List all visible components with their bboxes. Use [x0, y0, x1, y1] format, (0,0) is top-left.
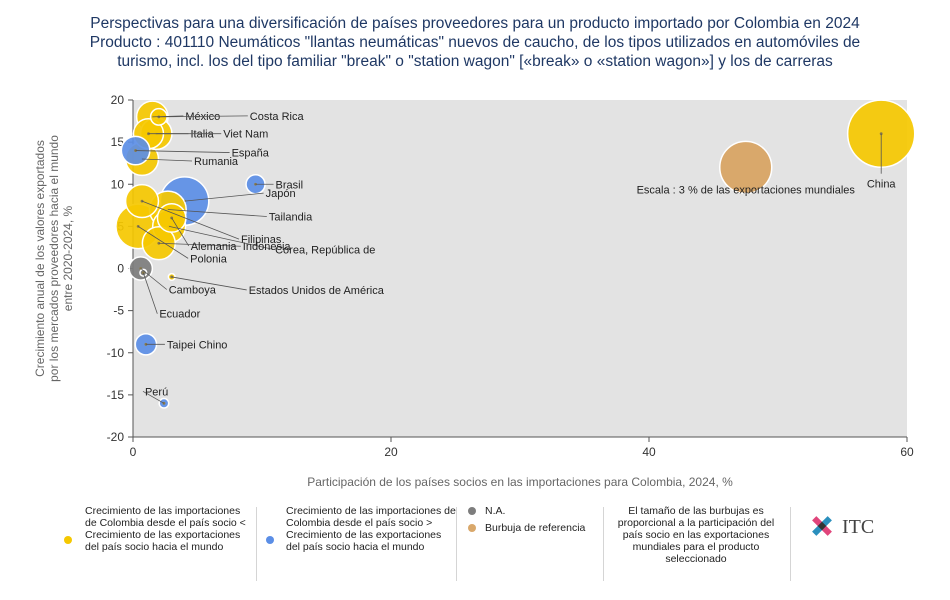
legend-yellow-dot [64, 536, 72, 544]
legend-na-text: N.A. [485, 505, 505, 517]
legend-divider [790, 507, 791, 581]
legend-yellow-text: Crecimiento de las importaciones de Colo… [85, 505, 254, 553]
legend-blue-text: Crecimiento de las importaciones de Colo… [286, 505, 456, 553]
x-tick-label: 40 [642, 445, 656, 459]
y-tick-label: 20 [111, 93, 125, 107]
itc-logo-text: ITC [842, 516, 874, 539]
legend: Crecimiento de las importaciones de Colo… [60, 505, 890, 585]
y-axis-label-line: por los mercados proveedores hacia el mu… [47, 135, 61, 382]
bubble-label: Indonesia [243, 241, 292, 253]
bubble-label: Estados Unidos de América [249, 285, 385, 297]
x-axis-label: Participación de los países socios en la… [307, 475, 733, 489]
bubble-label: Viet Nam [223, 129, 268, 141]
x-tick-label: 20 [384, 445, 398, 459]
y-axis-label-line: Crecimiento anual de los valores exporta… [33, 140, 47, 377]
legend-yellow: Crecimiento de las importaciones de Colo… [64, 505, 254, 553]
bubble-label: Polonia [190, 253, 228, 265]
y-tick-label: -20 [107, 430, 125, 444]
legend-blue: Crecimiento de las importaciones de Colo… [266, 505, 456, 553]
y-tick-label: 10 [111, 177, 125, 191]
legend-divider [256, 507, 257, 581]
legend-divider [603, 507, 604, 581]
y-tick-label: -15 [107, 388, 125, 402]
legend-na-dot [468, 507, 476, 515]
bubble-label: Tailandia [269, 212, 313, 224]
bubble-label: Brasil [276, 179, 304, 191]
bubble-label: Costa Rica [250, 111, 305, 123]
legend-na: N.A. [468, 505, 608, 517]
y-tick-label: 0 [117, 262, 124, 276]
bubble-label: Camboya [169, 285, 217, 297]
bubble-label: Ecuador [159, 309, 200, 321]
bubble-label: Taipei Chino [167, 339, 228, 351]
legend-blue-dot [266, 536, 274, 544]
bubble-label: Perú [145, 386, 168, 398]
bubble-label: Italia [190, 129, 214, 141]
x-tick-label: 60 [900, 445, 914, 459]
legend-size-note: El tamaño de las burbujas es proporciona… [608, 505, 784, 565]
legend-reference-text: Burbuja de referencia [485, 522, 585, 534]
bubble-label: China [867, 179, 897, 191]
bubble-label: Alemania [191, 241, 238, 253]
y-tick-label: -5 [113, 304, 124, 318]
y-tick-label: -10 [107, 346, 125, 360]
legend-reference: Burbuja de referencia [468, 522, 608, 534]
reference-bubble-label: Escala : 3 % de las exportaciones mundia… [637, 184, 856, 196]
y-axis-label: Crecimiento anual de los valores exporta… [33, 135, 75, 382]
legend-reference-dot [468, 524, 476, 532]
x-tick-label: 0 [130, 445, 137, 459]
legend-divider [456, 507, 457, 581]
bubble-label: Rumania [194, 156, 239, 168]
y-axis-label-line: entre 2020-2024, % [61, 205, 75, 311]
